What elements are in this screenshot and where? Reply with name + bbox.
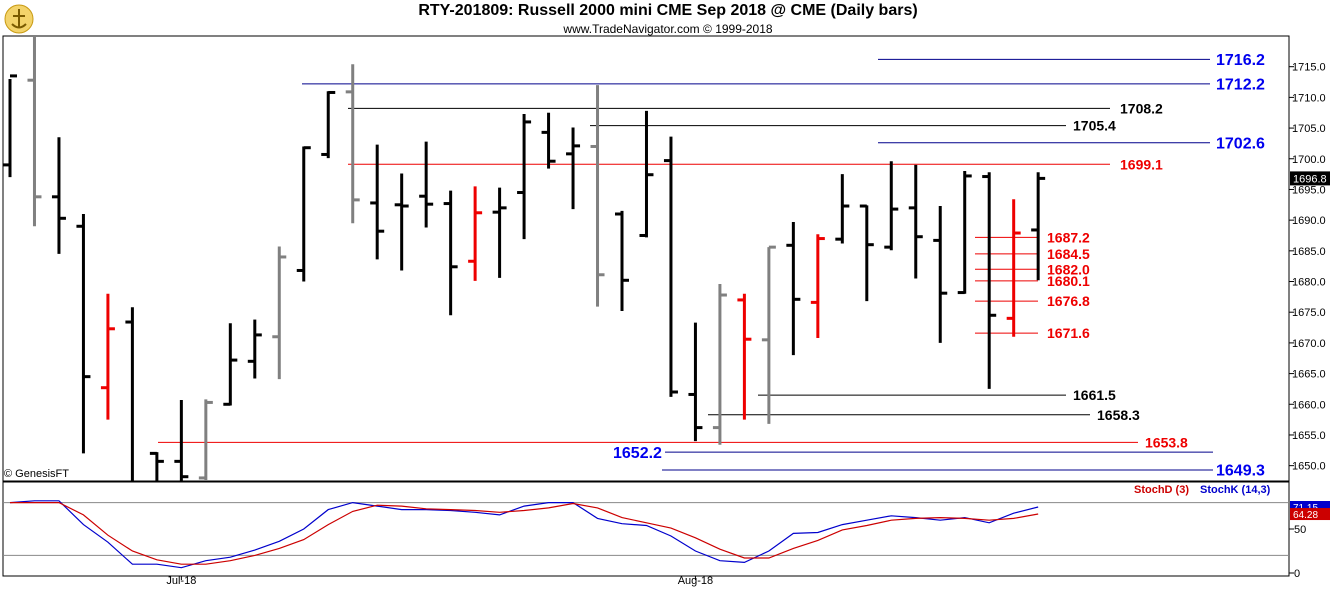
level-label: 1702.6 [1216, 136, 1265, 153]
stoch-d-legend: StochD (3) [1134, 484, 1189, 496]
copyright-text: © GenesisFT [4, 468, 69, 480]
stoch-last-box [1290, 508, 1330, 521]
last-price-box [1290, 171, 1330, 186]
level-label: 1649.3 [1216, 463, 1265, 480]
level-label: 1676.8 [1047, 293, 1090, 309]
stoch-panel-frame [2, 481, 1290, 577]
y-tick-label: 1660.0 [1292, 399, 1326, 411]
level-label: 1658.3 [1097, 407, 1140, 423]
level-label: 1716.2 [1216, 52, 1265, 69]
level-label: 1653.8 [1145, 434, 1188, 450]
stoch-last-label: 64.28 [1293, 510, 1318, 521]
last-price-label: 1696.8 [1293, 173, 1327, 185]
y-tick-label: 1705.0 [1292, 123, 1326, 135]
level-label: 1684.5 [1047, 246, 1090, 262]
stoch-k-legend: StochK (14,3) [1200, 484, 1271, 496]
x-tick-label: Aug-18 [678, 575, 713, 587]
chart-subtitle: www.TradeNavigator.com © 1999-2018 [563, 22, 773, 36]
y-tick-label: 1690.0 [1292, 215, 1326, 227]
y-tick-label: 1695.0 [1292, 184, 1326, 196]
stoch-line [9, 500, 1039, 569]
level-label: 1699.1 [1120, 156, 1163, 172]
y-tick-label: 1680.0 [1292, 277, 1326, 289]
level-label: 1708.2 [1120, 100, 1163, 116]
stoch-y-tick-label: 0 [1294, 568, 1300, 580]
y-tick-label: 1665.0 [1292, 369, 1326, 381]
stoch-line [10, 502, 1039, 565]
chart-title: RTY-201809: Russell 2000 mini CME Sep 20… [418, 2, 918, 19]
genesis-logo-icon [4, 4, 34, 39]
y-tick-label: 1650.0 [1292, 461, 1326, 473]
level-label: 1687.2 [1047, 229, 1090, 245]
level-label: 1652.2 [613, 445, 662, 462]
ohlc-bars [3, 36, 1046, 481]
y-tick-label: 1710.0 [1292, 92, 1326, 104]
level-label: 1682.0 [1047, 261, 1090, 277]
stoch-y-tick-label: 50 [1294, 524, 1306, 536]
y-tick-label: 1715.0 [1292, 62, 1326, 74]
level-label: 1712.2 [1216, 77, 1265, 94]
level-label: 1661.5 [1073, 387, 1116, 403]
y-tick-label: 1670.0 [1292, 338, 1326, 350]
y-tick-label: 1685.0 [1292, 246, 1326, 258]
x-tick-label: Jul-18 [166, 575, 196, 587]
y-tick-label: 1655.0 [1292, 430, 1326, 442]
y-tick-label: 1675.0 [1292, 307, 1326, 319]
y-tick-label: 1700.0 [1292, 154, 1326, 166]
level-label: 1680.1 [1047, 273, 1090, 289]
price-axis: 1650.0 1655.0 1660.0 1665.0 1670.0 1675.0 1680… [166, 62, 1330, 587]
price-panel-frame [2, 35, 1290, 482]
level-label: 1705.4 [1073, 118, 1116, 134]
level-label: 1671.6 [1047, 325, 1090, 341]
